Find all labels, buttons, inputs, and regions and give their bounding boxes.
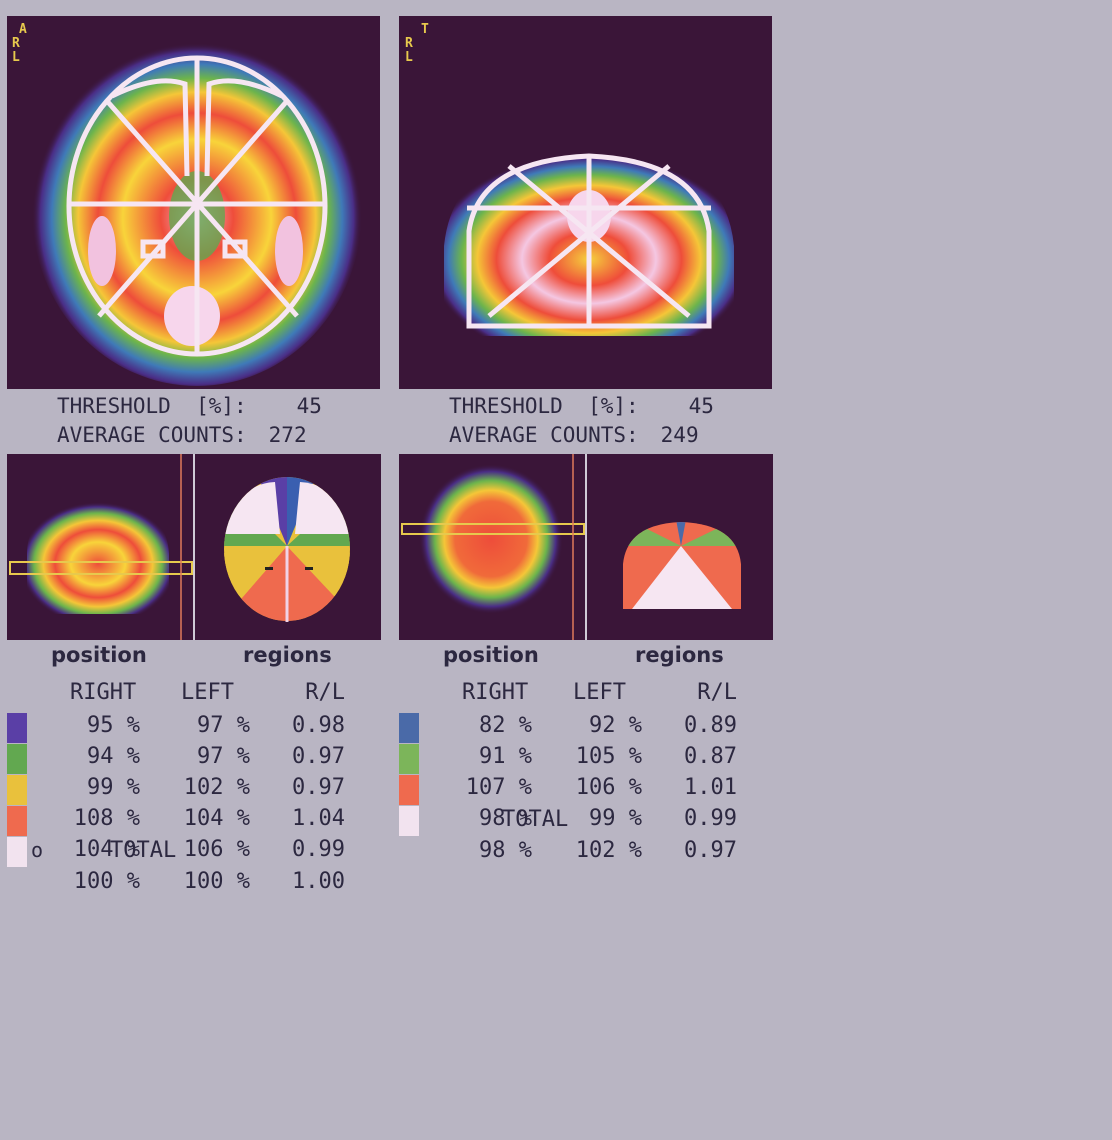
- counts-label: AVERAGE COUNTS:: [57, 423, 247, 447]
- cell-left: 104 %: [183, 806, 250, 831]
- cell-right: 99 %: [87, 775, 140, 800]
- counts-value: 249: [660, 423, 699, 447]
- threshold-label: THRESHOLD [%]:: [57, 394, 247, 418]
- cell-left: 97 %: [197, 713, 250, 738]
- region-color-swatch: [7, 713, 27, 743]
- cell-ratio: 0.97: [292, 744, 345, 769]
- cell-ratio: 0.99: [684, 806, 737, 831]
- orientation-label: R: [405, 36, 413, 51]
- total-ratio: 1.00: [292, 869, 345, 894]
- cell-left: 105 %: [575, 744, 642, 769]
- header-right: RIGHT: [462, 680, 529, 705]
- coronal-image[interactable]: T R L: [399, 16, 772, 389]
- orientation-label: T: [421, 22, 429, 37]
- cell-right: 98 %: [479, 806, 532, 831]
- transaxial-image[interactable]: A R L: [7, 16, 380, 389]
- cell-ratio: 1.01: [684, 775, 737, 800]
- total-label: TOTAL: [110, 838, 177, 863]
- threshold-value: 45: [688, 394, 714, 418]
- cell-right: 94 %: [87, 744, 140, 769]
- header-ratio: R/L: [697, 680, 737, 705]
- position-image[interactable]: [7, 454, 193, 640]
- cell-left: 97 %: [197, 744, 250, 769]
- region-color-swatch: [399, 744, 419, 774]
- cell-left: 106 %: [575, 775, 642, 800]
- cell-right: 107 %: [465, 775, 532, 800]
- header-right: RIGHT: [70, 680, 137, 705]
- panel-divider: [585, 454, 587, 640]
- total-right: 98 %: [479, 838, 532, 863]
- position-caption: position: [51, 643, 147, 667]
- cell-ratio: 0.98: [292, 713, 345, 738]
- cell-ratio: 0.97: [292, 775, 345, 800]
- cell-ratio: 1.04: [292, 806, 345, 831]
- threshold-value: 45: [296, 394, 322, 418]
- regions-caption: regions: [635, 643, 724, 667]
- region-color-swatch: [399, 775, 419, 805]
- cell-left: 92 %: [589, 713, 642, 738]
- total-left: 100 %: [183, 869, 250, 894]
- region-color-swatch: [399, 806, 419, 836]
- counts-label: AVERAGE COUNTS:: [449, 423, 639, 447]
- cell-left: 99 %: [589, 806, 642, 831]
- total-ratio: 0.97: [684, 838, 737, 863]
- total-left: 102 %: [575, 838, 642, 863]
- orientation-label: L: [405, 50, 413, 65]
- region-color-swatch: [7, 837, 27, 867]
- cell-right: 82 %: [479, 713, 532, 738]
- region-color-swatch: [7, 775, 27, 805]
- row-marker: o: [31, 838, 44, 862]
- region-color-swatch: [7, 744, 27, 774]
- regions-image[interactable]: [587, 454, 773, 640]
- header-ratio: R/L: [305, 680, 345, 705]
- orientation-label: A: [19, 22, 27, 37]
- cell-ratio: 0.89: [684, 713, 737, 738]
- cell-right: 108 %: [73, 806, 140, 831]
- total-label: TOTAL: [502, 807, 569, 832]
- cell-ratio: 0.87: [684, 744, 737, 769]
- counts-value: 272: [268, 423, 307, 447]
- position-caption: position: [443, 643, 539, 667]
- total-right: 100 %: [73, 869, 140, 894]
- cell-left: 102 %: [183, 775, 250, 800]
- regions-caption: regions: [243, 643, 332, 667]
- region-color-swatch: [399, 713, 419, 743]
- region-color-swatch: [7, 806, 27, 836]
- position-image[interactable]: [399, 454, 585, 640]
- header-left: LEFT: [181, 680, 234, 705]
- cell-right: 104 %: [73, 837, 140, 862]
- threshold-readout: THRESHOLD [%]: 45: [449, 394, 714, 418]
- orientation-label: L: [12, 50, 20, 65]
- threshold-readout: THRESHOLD [%]: 45: [57, 394, 322, 418]
- cell-left: 106 %: [183, 837, 250, 862]
- counts-readout: AVERAGE COUNTS: 272: [57, 423, 307, 447]
- regions-image[interactable]: [195, 454, 381, 640]
- threshold-label: THRESHOLD [%]:: [449, 394, 639, 418]
- header-left: LEFT: [573, 680, 626, 705]
- cell-right: 91 %: [479, 744, 532, 769]
- counts-readout: AVERAGE COUNTS: 249: [449, 423, 699, 447]
- panel-divider: [193, 454, 195, 640]
- orientation-label: R: [12, 36, 20, 51]
- cell-ratio: 0.99: [292, 837, 345, 862]
- cell-right: 95 %: [87, 713, 140, 738]
